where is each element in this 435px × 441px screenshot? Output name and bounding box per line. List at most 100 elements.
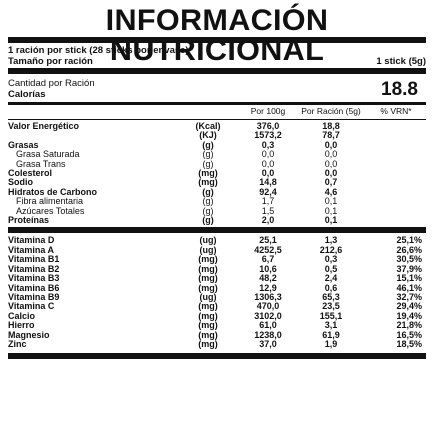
vitamin-name: Zinc <box>8 338 27 349</box>
header-vrn: % VRN* <box>380 106 412 117</box>
top-thick-rule <box>8 37 426 43</box>
nutrient-per-100g: 0,0 <box>261 168 275 179</box>
vitamin-name: Magnesio <box>8 329 50 340</box>
nutrient-name: Fibra alimentaria <box>16 196 84 207</box>
nutrient-row: Grasa Saturada (g) 0,0 0,0 <box>8 149 426 160</box>
nutrient-vrn <box>366 207 426 216</box>
vitamin-unit: (mg) <box>198 273 218 284</box>
nutrient-name: Grasa Trans <box>16 158 66 169</box>
nutrient-unit: (g) <box>202 149 214 160</box>
nutrient-per-100g: 2,0 <box>261 215 275 226</box>
vitamin-vrn: 46,1% <box>396 282 422 293</box>
nutrient-per-100g: 1573,2 <box>254 130 282 141</box>
vitamin-vrn: 18,5% <box>396 338 422 349</box>
nutrient-vrn <box>366 160 426 169</box>
vitamin-row: Vitamina B6 (mg) 12,9 0,6 46,1% <box>8 282 426 293</box>
vitamin-row: Zinc (mg) 37,0 1,9 18,5% <box>8 338 426 349</box>
amount-per-serving-label: Cantidad por Ración <box>8 78 95 89</box>
vitamin-unit: (mg) <box>198 320 218 331</box>
vitamin-per-100g: 6,7 <box>261 254 275 265</box>
nutrient-unit: (g) <box>202 139 214 150</box>
nutrient-vrn <box>366 141 426 150</box>
nutrient-unit: (g) <box>202 215 214 226</box>
nutrient-per-100g: 92,4 <box>259 186 277 197</box>
vitamin-row: Vitamina B3 (mg) 48,2 2,4 15,1% <box>8 273 426 284</box>
vitamin-table: Vitamina D (ug) 25,1 1,3 25,1% Vitamina A (ug)… <box>8 236 426 349</box>
vitamin-per-serving: 1,3 <box>324 235 338 246</box>
vitamin-unit: (mg) <box>198 254 218 265</box>
nutrient-name: Colesterol <box>8 168 53 179</box>
vitamin-per-100g: 48,2 <box>259 273 277 284</box>
nutrient-unit: (mg) <box>198 168 218 179</box>
vitamin-per-100g: 61,0 <box>259 320 277 331</box>
vitamin-per-serving: 2,4 <box>324 273 338 284</box>
vitamin-unit: (mg) <box>198 338 218 349</box>
vitamin-per-100g: 12,9 <box>259 282 277 293</box>
nutrient-row: Hidratos de Carbono (g) 92,4 4,6 <box>8 186 426 197</box>
vitamin-unit: (mg) <box>198 329 218 340</box>
nutrient-unit: (Kcal) <box>195 121 221 131</box>
vitamin-vrn: 21,8% <box>396 320 422 331</box>
nutrient-per-serving: 4,6 <box>324 186 338 197</box>
nutrient-vrn <box>366 178 426 187</box>
vitamin-per-serving: 3,1 <box>324 320 338 331</box>
vitamin-row: Vitamina D (ug) 25,1 1,3 25,1% <box>8 235 426 246</box>
vitamin-vrn: 37,9% <box>396 263 422 274</box>
vitamin-row: Vitamina B9 (ug) 1306,3 65,3 32,7% <box>8 291 426 302</box>
servings-per-container: 1 ración por stick (28 sticks por envase… <box>8 45 189 56</box>
vitamin-vrn: 26,6% <box>396 244 422 255</box>
nutrient-row: Proteínas (g) 2,0 0,1 <box>8 215 426 226</box>
vitamin-per-100g: 1238,0 <box>254 329 282 340</box>
vitamin-per-100g: 3102,0 <box>254 310 282 321</box>
nutrient-per-serving: 0,1 <box>324 215 338 226</box>
vitamin-name: Calcio <box>8 310 36 321</box>
vitamin-row: Vitamina C (mg) 470,0 23,5 29,4% <box>8 301 426 312</box>
nutrient-row: Azúcares Totales (g) 1,5 0,1 <box>8 205 426 216</box>
nutrient-name: Grasas <box>8 139 39 150</box>
nutrient-per-serving: 78,7 <box>322 130 340 141</box>
vitamin-per-serving: 23,5 <box>322 301 340 312</box>
vitamin-vrn: 32,7% <box>396 291 422 302</box>
vitamin-row: Magnesio (mg) 1238,0 61,9 16,5% <box>8 329 426 340</box>
vitamin-unit: (ug) <box>199 244 217 255</box>
vitamin-per-serving: 212,6 <box>319 244 343 255</box>
vitamin-vrn: 15,1% <box>396 273 422 284</box>
vitamin-per-100g: 4252,5 <box>254 244 282 255</box>
nutrient-per-serving: 0,1 <box>324 205 338 216</box>
vitamin-per-serving: 0,6 <box>324 282 338 293</box>
bottom-thick-rule <box>8 353 426 360</box>
vitamin-per-serving: 1,9 <box>324 338 338 349</box>
nutrient-name: Azúcares Totales <box>16 205 85 216</box>
nutrient-per-100g: 376,0 <box>256 121 280 131</box>
vitamin-name: Vitamina B1 <box>8 254 60 265</box>
header-per-100g: Por 100g <box>250 106 286 117</box>
calories-rule <box>8 102 426 105</box>
header-per-serving: Por Ración (5g) <box>301 106 361 117</box>
vitamin-name: Vitamina C <box>8 301 55 312</box>
vitamin-name: Vitamina B6 <box>8 282 60 293</box>
vitamin-row: Vitamina A (ug) 4252,5 212,6 26,6% <box>8 244 426 255</box>
nutrient-name: Proteínas <box>8 215 50 226</box>
nutrient-per-serving: 0,0 <box>324 149 338 160</box>
nutrient-vrn <box>366 150 426 159</box>
nutrient-per-serving: 0,0 <box>324 158 338 169</box>
serving-info: 1 ración por stick (28 sticks por envase… <box>8 43 426 68</box>
nutrient-name: Valor Energético <box>8 121 80 131</box>
vitamin-per-100g: 25,1 <box>259 235 277 246</box>
vitamin-unit: (ug) <box>199 235 217 246</box>
nutrient-unit: (g) <box>202 196 214 207</box>
vitamin-per-serving: 61,9 <box>322 329 340 340</box>
calories-value: 18.8 <box>381 79 418 100</box>
nutrient-row: Colesterol (mg) 0,0 0,0 <box>8 168 426 179</box>
nutrient-unit: (g) <box>202 158 214 169</box>
serving-size-row: Tamaño por ración 1 stick (5g) <box>8 56 426 67</box>
vitamin-name: Vitamina B3 <box>8 273 60 284</box>
vitamin-per-serving: 0,5 <box>324 263 338 274</box>
panel-title: INFORMACIÓN NUTRICIONAL <box>105 4 329 67</box>
vitamin-row: Vitamina B2 (mg) 10,6 0,5 37,9% <box>8 263 426 274</box>
vitamin-per-serving: 65,3 <box>322 291 340 302</box>
vitamin-unit: (ug) <box>199 291 217 302</box>
vitamin-row: Hierro (mg) 61,0 3,1 21,8% <box>8 320 426 331</box>
vitamin-vrn: 30,5% <box>396 254 422 265</box>
nutrient-row: Grasa Trans (g) 0,0 0,0 <box>8 158 426 169</box>
